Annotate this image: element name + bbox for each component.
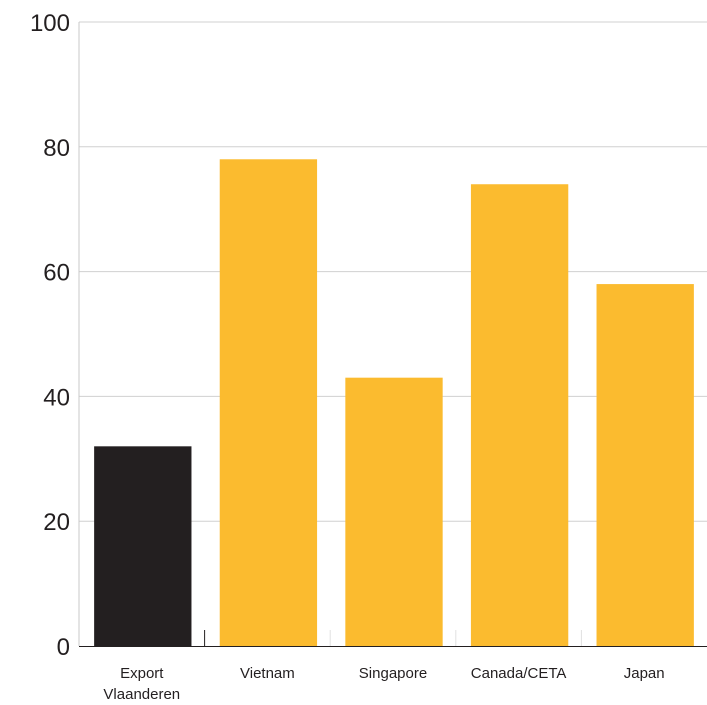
x-tick-label-line: Japan: [624, 665, 665, 682]
y-tick-label: 20: [43, 509, 70, 536]
y-axis-ticks: 0 20 40 60 80 100: [30, 10, 70, 661]
x-axis-tick-labels: Export Vlaanderen Vietnam Singapore Canada/C…: [103, 665, 664, 703]
x-tick-label-line: Canada/CETA: [471, 665, 567, 682]
x-tick-label-line: Export: [120, 665, 164, 682]
bar: [470, 184, 569, 647]
y-tick-label: 40: [43, 384, 70, 411]
x-tick-label-line: Vlaanderen: [103, 686, 180, 703]
bar: [94, 446, 192, 646]
x-axis: [79, 630, 707, 647]
bar: [219, 159, 318, 646]
x-tick-label: Export Vlaanderen: [103, 665, 180, 703]
y-tick-label: 0: [57, 634, 70, 661]
bar: [345, 377, 443, 646]
x-tick-label-line: Singapore: [359, 665, 427, 682]
y-tick-label: 60: [43, 260, 70, 287]
y-tick-label: 100: [30, 10, 70, 37]
x-tick-label: Japan: [624, 665, 665, 682]
x-tick-label: Vietnam: [240, 665, 295, 682]
y-tick-label: 80: [43, 135, 70, 162]
x-tick-label: Canada/CETA: [471, 665, 567, 682]
bar: [596, 284, 694, 646]
bars: [94, 159, 694, 647]
x-tick-label-line: Vietnam: [240, 665, 295, 682]
x-tick-label: Singapore: [359, 665, 427, 682]
